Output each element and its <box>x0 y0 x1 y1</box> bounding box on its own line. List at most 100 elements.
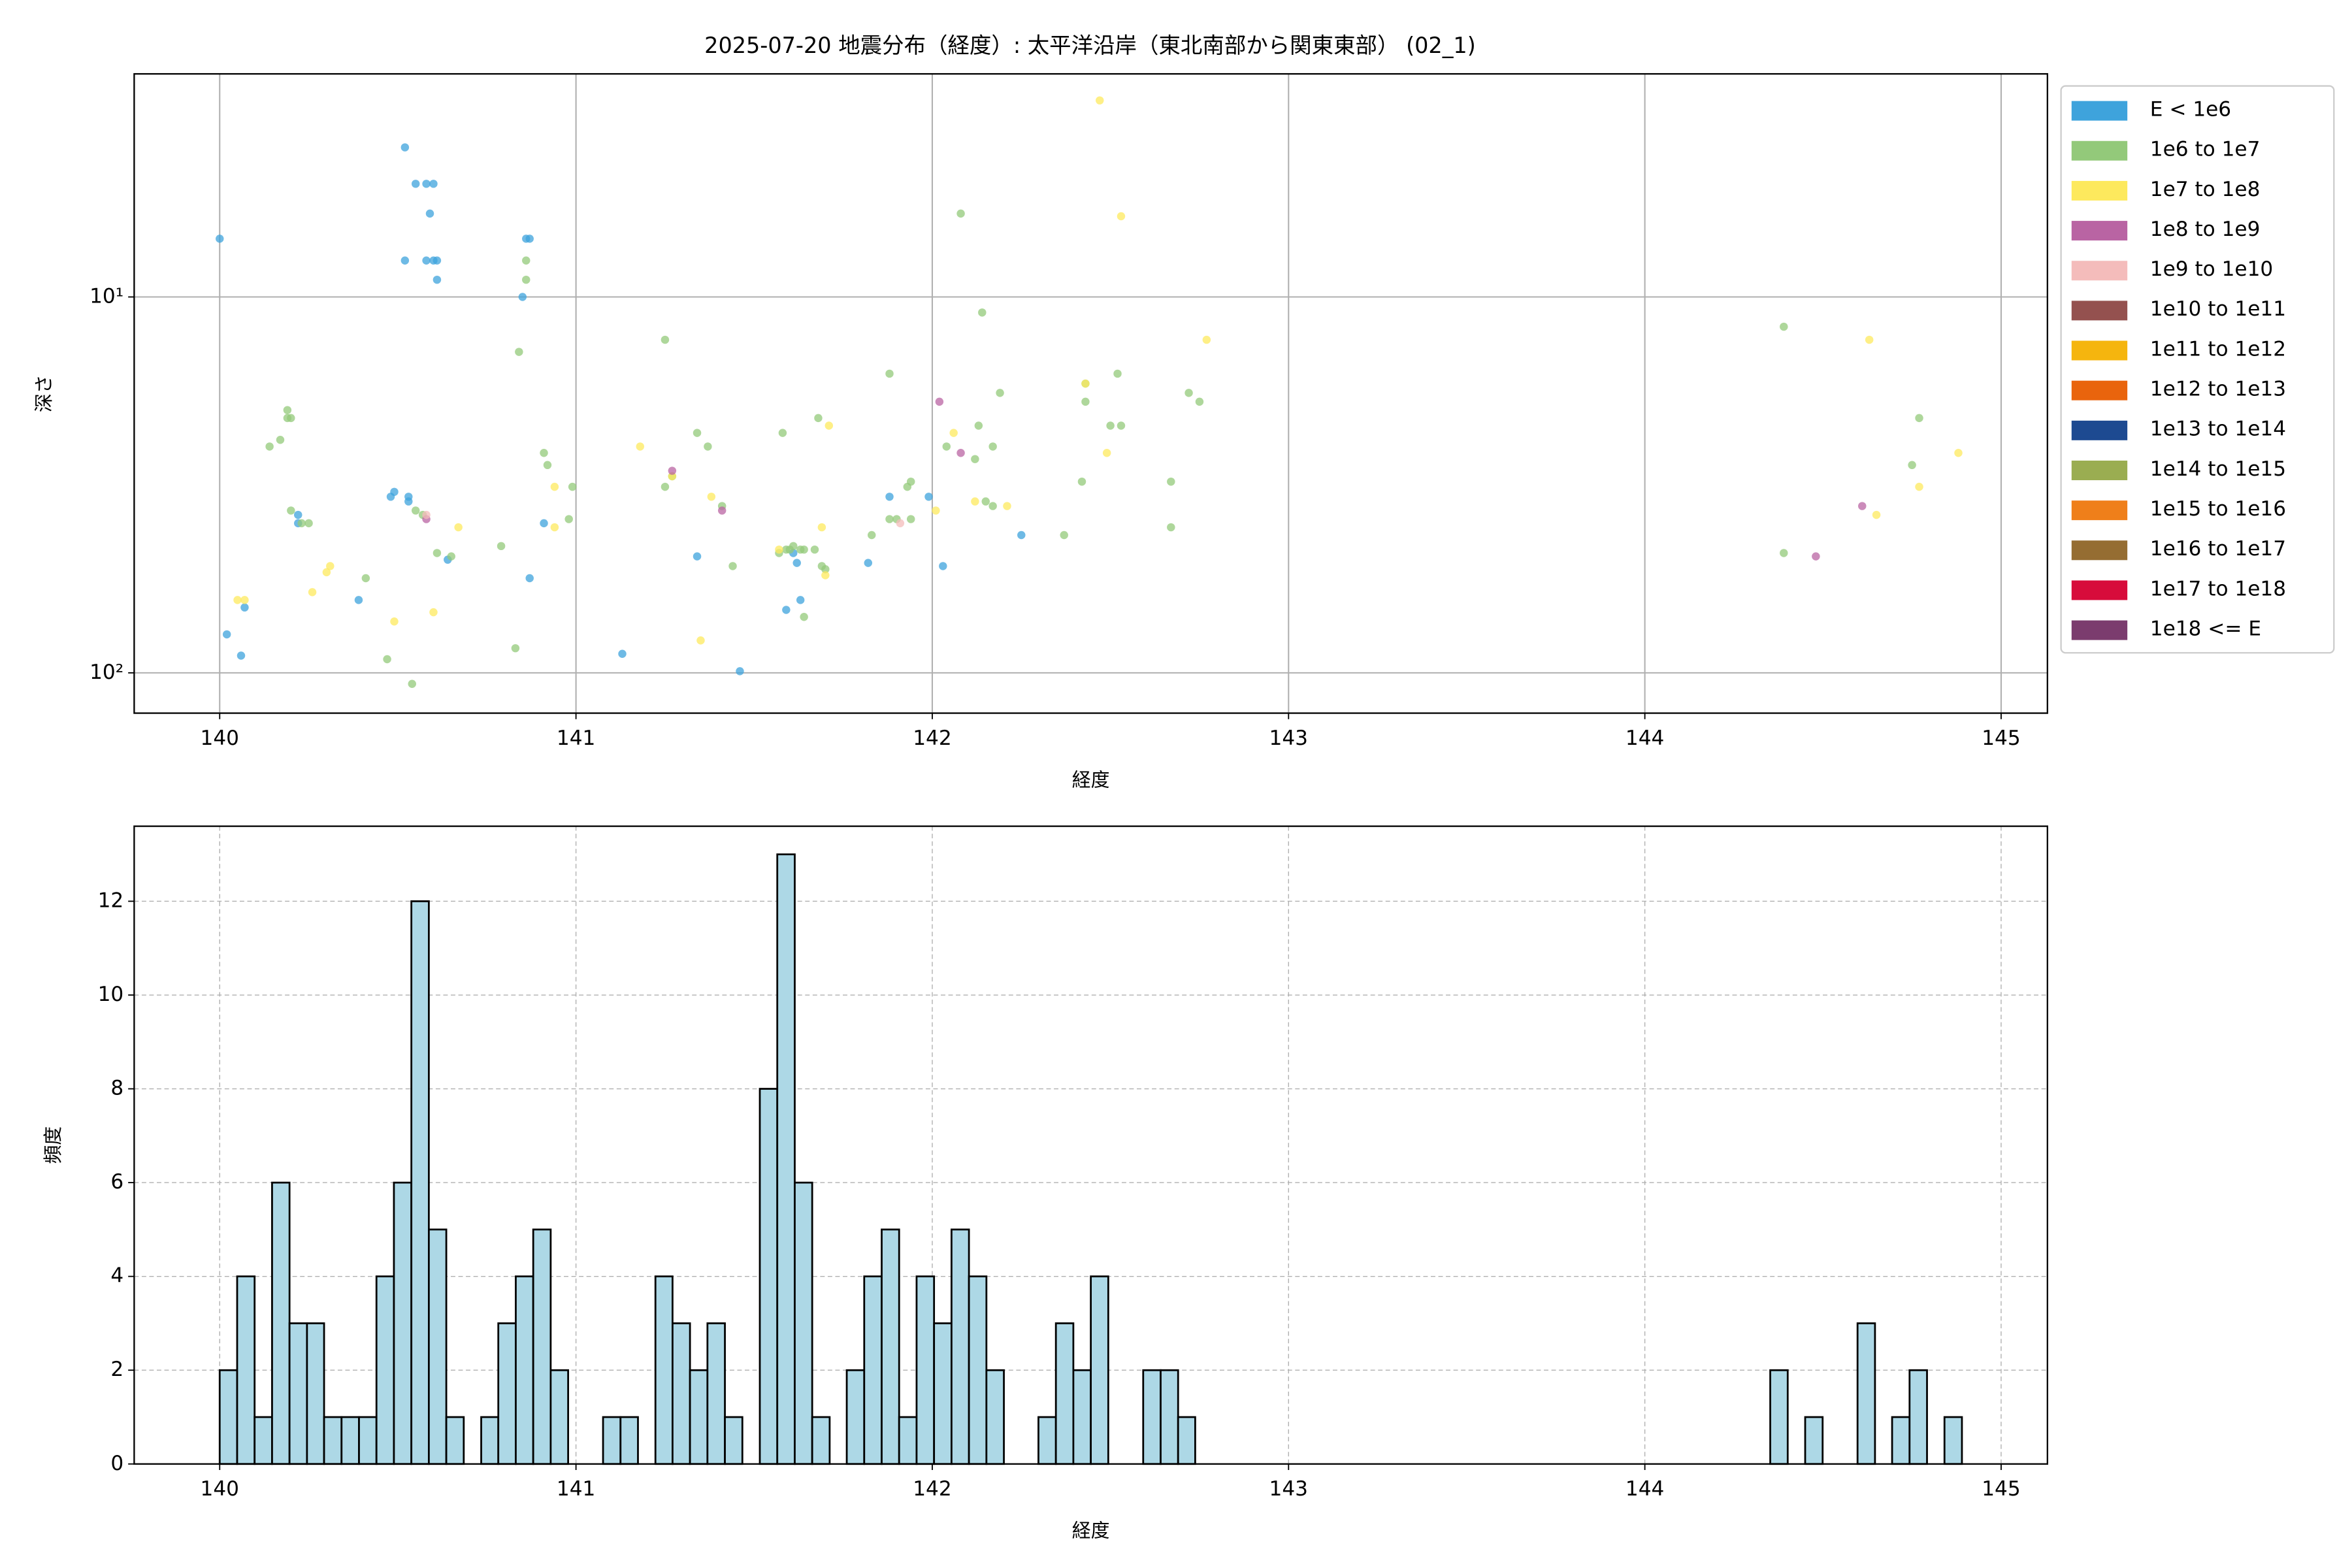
histogram-bar <box>985 1369 1005 1465</box>
data-point <box>1167 477 1175 486</box>
data-point <box>404 493 413 501</box>
data-point <box>1865 335 1874 344</box>
histogram-bar <box>845 1369 866 1465</box>
data-point <box>885 493 894 501</box>
legend-swatch <box>2071 540 2128 561</box>
data-point <box>550 523 559 532</box>
data-point <box>265 442 274 451</box>
x-axis-label: 経度 <box>1072 768 1110 791</box>
legend-swatch <box>2071 140 2128 161</box>
data-point <box>543 461 552 470</box>
histogram-bar <box>236 1275 256 1465</box>
data-point <box>433 275 442 284</box>
legend-swatch <box>2071 101 2128 121</box>
data-point <box>707 493 716 501</box>
data-point <box>971 455 979 463</box>
data-point <box>326 562 335 570</box>
data-point <box>1858 502 1867 510</box>
x-axis-label: 経度 <box>1072 1520 1110 1542</box>
histogram-bar <box>881 1228 900 1465</box>
data-point <box>429 608 438 617</box>
histogram-bar <box>1769 1369 1789 1465</box>
data-point <box>216 235 224 243</box>
legend-label: 1e7 to 1e8 <box>2150 178 2261 201</box>
histogram-bar <box>497 1322 517 1465</box>
histogram-bar <box>1160 1369 1179 1465</box>
y-axis-label: 深さ <box>33 374 55 412</box>
histogram-bar <box>393 1181 413 1465</box>
plot-frame <box>133 825 2048 1465</box>
x-tick-label: 143 <box>1269 727 1308 750</box>
histogram-bar <box>1142 1369 1162 1465</box>
histogram-bar <box>724 1416 743 1465</box>
legend-box <box>2060 85 2335 654</box>
data-point <box>222 630 231 639</box>
histogram-bar <box>1856 1322 1876 1465</box>
histogram-bar <box>306 1322 325 1465</box>
data-point <box>1017 531 1026 540</box>
legend-label: 1e15 to 1e16 <box>2150 497 2286 521</box>
histogram-bar <box>532 1228 552 1465</box>
legend-swatch <box>2071 380 2128 400</box>
legend-label: 1e10 to 1e11 <box>2150 297 2286 321</box>
data-point <box>782 606 791 614</box>
data-point <box>1780 322 1788 331</box>
data-point <box>942 442 951 451</box>
data-point <box>1117 212 1126 221</box>
data-point <box>1077 477 1086 486</box>
y-tick-label: 2 <box>110 1358 123 1381</box>
data-point <box>696 636 705 645</box>
data-point <box>564 515 573 523</box>
data-point <box>454 523 463 532</box>
data-point <box>864 559 873 567</box>
data-point <box>775 545 783 554</box>
data-point <box>885 369 894 378</box>
data-point <box>821 564 830 574</box>
histogram-bar <box>968 1275 988 1465</box>
histogram-bar <box>915 1275 936 1465</box>
histogram-bar <box>549 1369 569 1465</box>
y-tick-label: 4 <box>110 1264 123 1288</box>
data-point <box>868 531 876 540</box>
y-tick-label: 12 <box>98 889 124 912</box>
data-point <box>924 493 933 501</box>
data-point <box>800 545 808 554</box>
x-tick-label: 142 <box>913 727 951 750</box>
histogram-bar <box>445 1416 465 1465</box>
data-point <box>978 308 987 317</box>
histogram-bar <box>898 1416 918 1465</box>
data-point <box>411 180 420 188</box>
data-point <box>1908 461 1916 470</box>
y-tick-label: 8 <box>110 1077 123 1100</box>
data-point <box>433 549 442 557</box>
histogram-bar <box>323 1416 343 1465</box>
data-point <box>821 571 830 580</box>
histogram-bar <box>375 1275 395 1465</box>
data-point <box>971 497 979 506</box>
legend-label: 1e18 <= E <box>2150 617 2261 640</box>
histogram-bar <box>863 1275 883 1465</box>
data-point <box>974 421 983 430</box>
x-tick-label: 145 <box>1982 1477 2020 1501</box>
data-point <box>668 466 677 475</box>
data-point <box>896 519 905 528</box>
data-point <box>1195 397 1204 406</box>
data-point <box>283 406 292 414</box>
data-point <box>511 644 520 653</box>
data-point <box>390 617 399 626</box>
histogram-bar <box>619 1416 639 1465</box>
histogram-bar <box>1037 1416 1057 1465</box>
data-point <box>906 477 915 486</box>
data-point <box>661 335 670 344</box>
data-point <box>361 574 370 583</box>
y-tick-label: 10 <box>98 983 124 1006</box>
histogram-bar <box>933 1322 953 1465</box>
legend-swatch <box>2071 340 2128 361</box>
data-point <box>817 523 826 532</box>
data-point <box>885 515 894 523</box>
data-point <box>525 574 534 583</box>
data-point <box>814 414 823 423</box>
data-point <box>276 436 285 444</box>
data-point <box>800 613 808 621</box>
